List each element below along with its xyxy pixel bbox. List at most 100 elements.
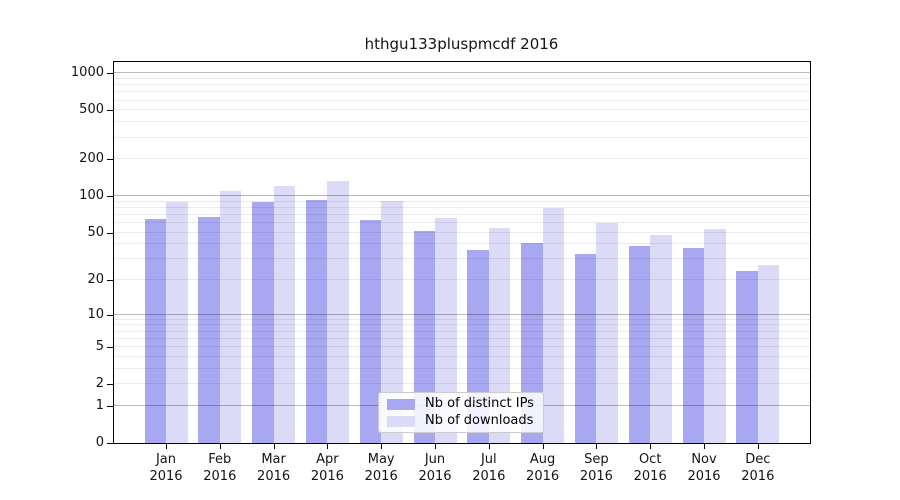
x-tick <box>704 444 705 449</box>
y-tick <box>107 384 113 386</box>
axis-spine-top <box>113 61 811 62</box>
x-tick-label: Sep 2016 <box>579 452 613 484</box>
gridline-minor <box>113 337 810 339</box>
y-tick <box>107 196 113 198</box>
x-tick <box>219 444 221 449</box>
gridline-minor <box>113 258 810 260</box>
gridline-minor <box>113 355 810 357</box>
bar-downloads <box>757 264 780 443</box>
y-tick <box>107 443 113 444</box>
y-tick-label: 200 <box>79 151 104 167</box>
gridline-minor <box>113 200 810 202</box>
gridline-minor <box>113 222 810 224</box>
x-tick-label: May 2016 <box>364 452 398 484</box>
y-tick-label: 50 <box>87 224 104 240</box>
y-tick-label: 2 <box>95 376 104 392</box>
x-tick-label: Oct 2016 <box>633 452 667 484</box>
gridline-minor <box>113 77 810 79</box>
gridline-minor <box>113 121 810 123</box>
bar-downloads <box>542 207 565 443</box>
x-tick <box>273 444 275 449</box>
y-tick-label: 0 <box>95 435 104 450</box>
bar-downloads <box>435 217 457 443</box>
bar-distinct-ips <box>144 218 166 443</box>
bar-distinct-ips <box>628 245 651 443</box>
gridline-minor <box>113 99 810 101</box>
legend-item-downloads: Nb of downloads <box>387 414 543 428</box>
gridline-minor <box>113 84 810 86</box>
bar-distinct-ips <box>413 230 435 443</box>
plot-area <box>113 61 810 443</box>
x-tick <box>650 444 652 449</box>
bar-downloads <box>650 234 672 443</box>
x-tick-label: Apr 2016 <box>310 452 344 484</box>
gridline-minor <box>113 91 810 93</box>
x-tick-label: Jun 2016 <box>418 452 452 484</box>
bar-distinct-ips <box>359 219 382 443</box>
x-tick-label: Jul 2016 <box>472 452 506 484</box>
y-tick <box>107 73 113 75</box>
gridline-minor <box>113 243 810 245</box>
x-tick <box>596 444 598 449</box>
bar-distinct-ips <box>252 202 274 443</box>
y-tick-label: 5 <box>95 339 104 355</box>
legend-item-distinct-ips: Nb of distinct IPs <box>387 397 543 411</box>
gridline-major <box>113 195 810 197</box>
x-tick-label: Aug 2016 <box>526 452 560 484</box>
y-tick <box>107 159 113 161</box>
chart-title: hthgu133pluspmcdf 2016 <box>364 35 559 53</box>
x-tick-label: Feb 2016 <box>203 452 237 484</box>
bar-downloads <box>488 227 511 443</box>
gridline-minor <box>113 158 810 160</box>
y-tick <box>107 232 113 234</box>
axis-spine-bottom <box>113 443 811 444</box>
x-tick <box>435 444 436 449</box>
x-tick <box>327 444 329 449</box>
bar-distinct-ips <box>198 217 220 443</box>
gridline-minor <box>113 330 810 332</box>
bar-downloads <box>273 185 296 443</box>
gridline-major <box>113 72 810 74</box>
gridline-major <box>113 313 810 315</box>
x-tick <box>488 444 490 449</box>
gridline-minor <box>113 206 810 208</box>
y-tick <box>107 314 113 316</box>
bar-downloads <box>381 201 403 443</box>
y-tick-label: 100 <box>79 188 104 204</box>
bar-downloads <box>704 228 726 443</box>
axis-spine-left <box>113 61 114 444</box>
legend-swatch-distinct-ips-icon <box>387 398 415 410</box>
x-tick <box>542 444 544 449</box>
y-tick-label: 1 <box>95 397 104 413</box>
x-tick-label: Nov 2016 <box>687 452 721 484</box>
bar-distinct-ips <box>682 248 704 443</box>
x-tick-label: Jan 2016 <box>149 452 183 484</box>
bar-distinct-ips <box>736 270 758 443</box>
bar-distinct-ips <box>305 200 328 443</box>
bar-downloads <box>166 201 188 443</box>
x-tick <box>757 444 759 449</box>
x-tick-label: Mar 2016 <box>257 452 291 484</box>
y-tick <box>107 405 113 407</box>
gridline-minor <box>113 109 810 111</box>
y-tick <box>107 110 113 112</box>
y-tick-label: 1000 <box>70 65 104 81</box>
x-tick <box>381 444 383 449</box>
bar-distinct-ips <box>574 254 597 443</box>
gridline-minor <box>113 231 810 233</box>
legend-label-distinct-ips: Nb of distinct IPs <box>425 396 534 411</box>
y-tick-label: 20 <box>87 272 104 288</box>
legend-label-downloads: Nb of downloads <box>425 413 534 428</box>
gridline-minor <box>113 383 810 385</box>
y-tick <box>107 347 113 349</box>
gridline-minor <box>113 318 810 320</box>
gridline-minor <box>113 346 810 348</box>
axis-spine-right <box>810 61 811 444</box>
bar-downloads <box>596 223 618 443</box>
gridline-minor <box>113 367 810 369</box>
gridline-minor <box>113 324 810 326</box>
legend-swatch-downloads-icon <box>387 415 415 427</box>
legend: Nb of distinct IPs Nb of downloads <box>378 392 544 433</box>
x-tick-label: Dec 2016 <box>741 452 775 484</box>
